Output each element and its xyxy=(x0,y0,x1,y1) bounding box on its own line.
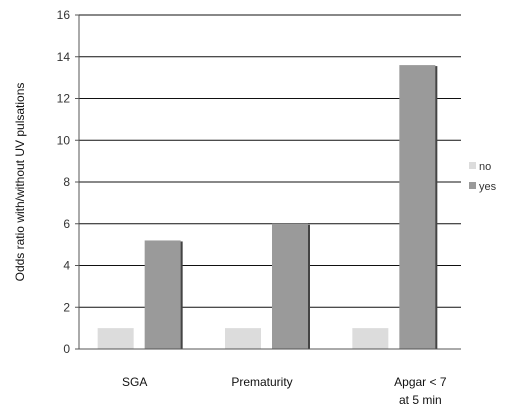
bar-yes xyxy=(399,65,436,349)
bar-no xyxy=(352,328,389,349)
grid-lines xyxy=(79,14,461,308)
bar-yes xyxy=(272,223,308,349)
y-tick-label: 8 xyxy=(63,175,70,189)
axes xyxy=(78,15,461,350)
legend-swatch-no xyxy=(469,162,476,169)
y-tick-label: 10 xyxy=(57,133,71,147)
y-tick-label: 6 xyxy=(63,217,70,231)
category-label: SGA xyxy=(122,375,147,389)
category-labels: SGA Prematurity Apgar < 7 at 5 min xyxy=(122,375,447,407)
y-tick-label: 16 xyxy=(57,8,71,22)
category-label: at 5 min xyxy=(399,393,442,407)
y-tick-label: 0 xyxy=(63,342,70,356)
legend-label-yes: yes xyxy=(479,181,497,193)
y-tick-label: 4 xyxy=(63,259,70,273)
legend-swatch-yes xyxy=(469,182,476,189)
bars xyxy=(97,65,438,349)
y-tick-label: 2 xyxy=(63,300,70,314)
y-tick-label: 12 xyxy=(57,92,71,106)
bar-no xyxy=(97,328,134,349)
category-label: Apgar < 7 xyxy=(394,375,447,389)
legend: no yes xyxy=(469,161,497,193)
bar-yes xyxy=(144,240,181,349)
y-tick-label: 14 xyxy=(57,50,71,64)
legend-label-no: no xyxy=(479,161,491,173)
bar-no xyxy=(225,328,261,349)
category-label: Prematurity xyxy=(231,375,292,389)
y-axis-ticks: 0 2 4 6 8 10 12 14 16 xyxy=(57,8,79,356)
y-axis-title: Odds ratio with/without UV pulsations xyxy=(13,83,27,282)
